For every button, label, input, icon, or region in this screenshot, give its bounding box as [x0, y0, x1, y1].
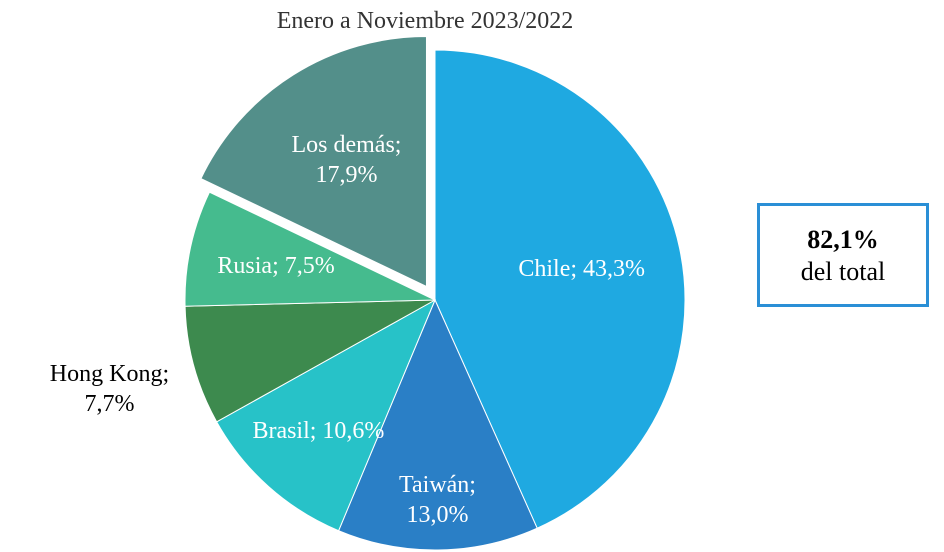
pie-slice — [337, 298, 538, 551]
slice-label: Brasil; 10,6% — [252, 417, 385, 444]
pie-slice — [184, 191, 436, 307]
chart-subtitle: Enero a Noviembre 2023/2022 — [276, 8, 574, 34]
slice-label: Chile; 43,3% — [518, 255, 646, 282]
callout-text: del total — [800, 257, 886, 286]
slice-label: Hong Kong; 7,7% — [49, 361, 170, 418]
pie-slice — [434, 49, 686, 529]
pie-slice — [216, 298, 437, 532]
pie-slice — [184, 299, 436, 423]
slice-label: Rusia; 7,5% — [217, 253, 335, 280]
callout-value: 82,1% — [807, 225, 879, 254]
callout-box: 82,1% del total — [757, 203, 929, 307]
slice-label: Los demás; 17,9% — [291, 131, 402, 188]
slice-label: Taiwán; 13,0% — [399, 471, 476, 528]
pie-slice — [200, 35, 427, 288]
